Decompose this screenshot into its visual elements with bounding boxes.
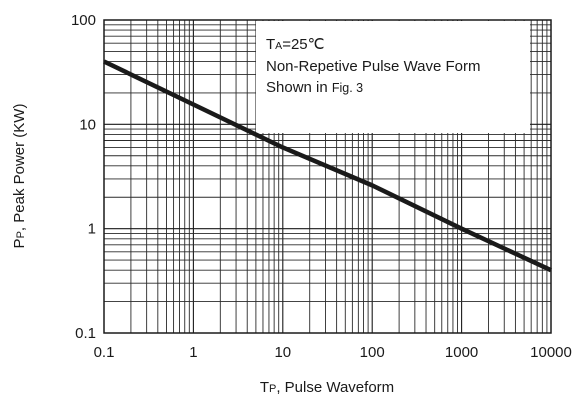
- x-tick-label: 0.1: [94, 344, 115, 361]
- plot-frame: [103, 19, 552, 334]
- series-line-0: [103, 59, 552, 273]
- y-tick-label: 0.1: [75, 325, 96, 342]
- y-tick-label: 1: [88, 221, 96, 238]
- x-tick-label: 100: [360, 344, 385, 361]
- annotation-line-2: Non-Repetive Pulse Wave Form: [266, 58, 481, 75]
- annotation-line-1: TA=25℃: [266, 36, 324, 53]
- x-tick-label: 1: [189, 344, 197, 361]
- y-tick-label: 10: [79, 116, 96, 133]
- annotation-line-3: Shown in Fig. 3: [266, 79, 363, 96]
- x-tick-label: 1000: [445, 344, 478, 361]
- y-tick-label: 100: [71, 12, 96, 29]
- annotation-box: [256, 21, 530, 133]
- y-axis-label: PP, Peak Power (KW): [11, 104, 28, 249]
- x-axis-label: TP, Pulse Waveform: [260, 379, 394, 396]
- series-layer: [103, 59, 552, 273]
- x-tick-label: 10000: [530, 344, 572, 361]
- tick-labels: 0.1 1 10 100 1000 10000 0.1 1 10 100: [71, 12, 572, 361]
- grid-lines: [104, 20, 551, 333]
- x-tick-label: 10: [274, 344, 291, 361]
